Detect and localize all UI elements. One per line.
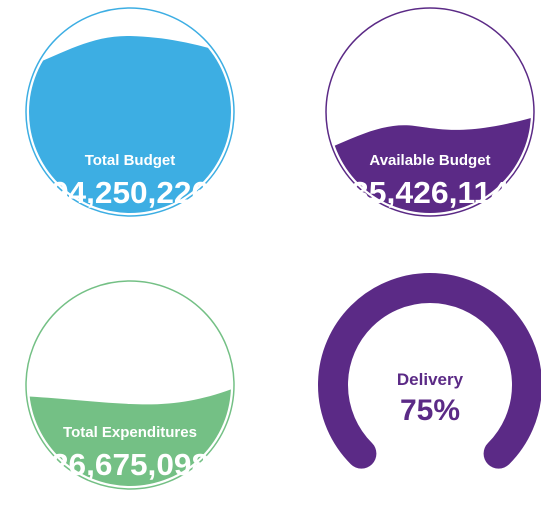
- total-budget-widget: Total Budget 94,250,226: [25, 7, 235, 217]
- gauge-arc: [318, 273, 541, 469]
- wave-fill: [29, 384, 231, 486]
- widget-label: Available Budget: [369, 152, 490, 169]
- widget-label: Total Expenditures: [63, 424, 197, 441]
- widget-value: 26,675,098: [51, 447, 209, 482]
- available-budget-widget: Available Budget 35,426,114: [325, 7, 535, 217]
- gauge-value: 75%: [400, 394, 460, 427]
- widget-value: 94,250,226: [51, 175, 209, 210]
- wave-fill: [329, 114, 531, 213]
- widget-value: 35,426,114: [351, 175, 510, 210]
- widget-label: Total Budget: [85, 152, 176, 169]
- gauge-label: Delivery: [397, 370, 464, 389]
- ring: [25, 7, 235, 217]
- ring: [25, 280, 235, 490]
- delivery-widget: Delivery 75%: [318, 273, 541, 469]
- ring: [325, 7, 535, 217]
- total-expenditures-widget: Total Expenditures 26,675,098: [25, 280, 235, 490]
- wave-fill: [29, 35, 231, 213]
